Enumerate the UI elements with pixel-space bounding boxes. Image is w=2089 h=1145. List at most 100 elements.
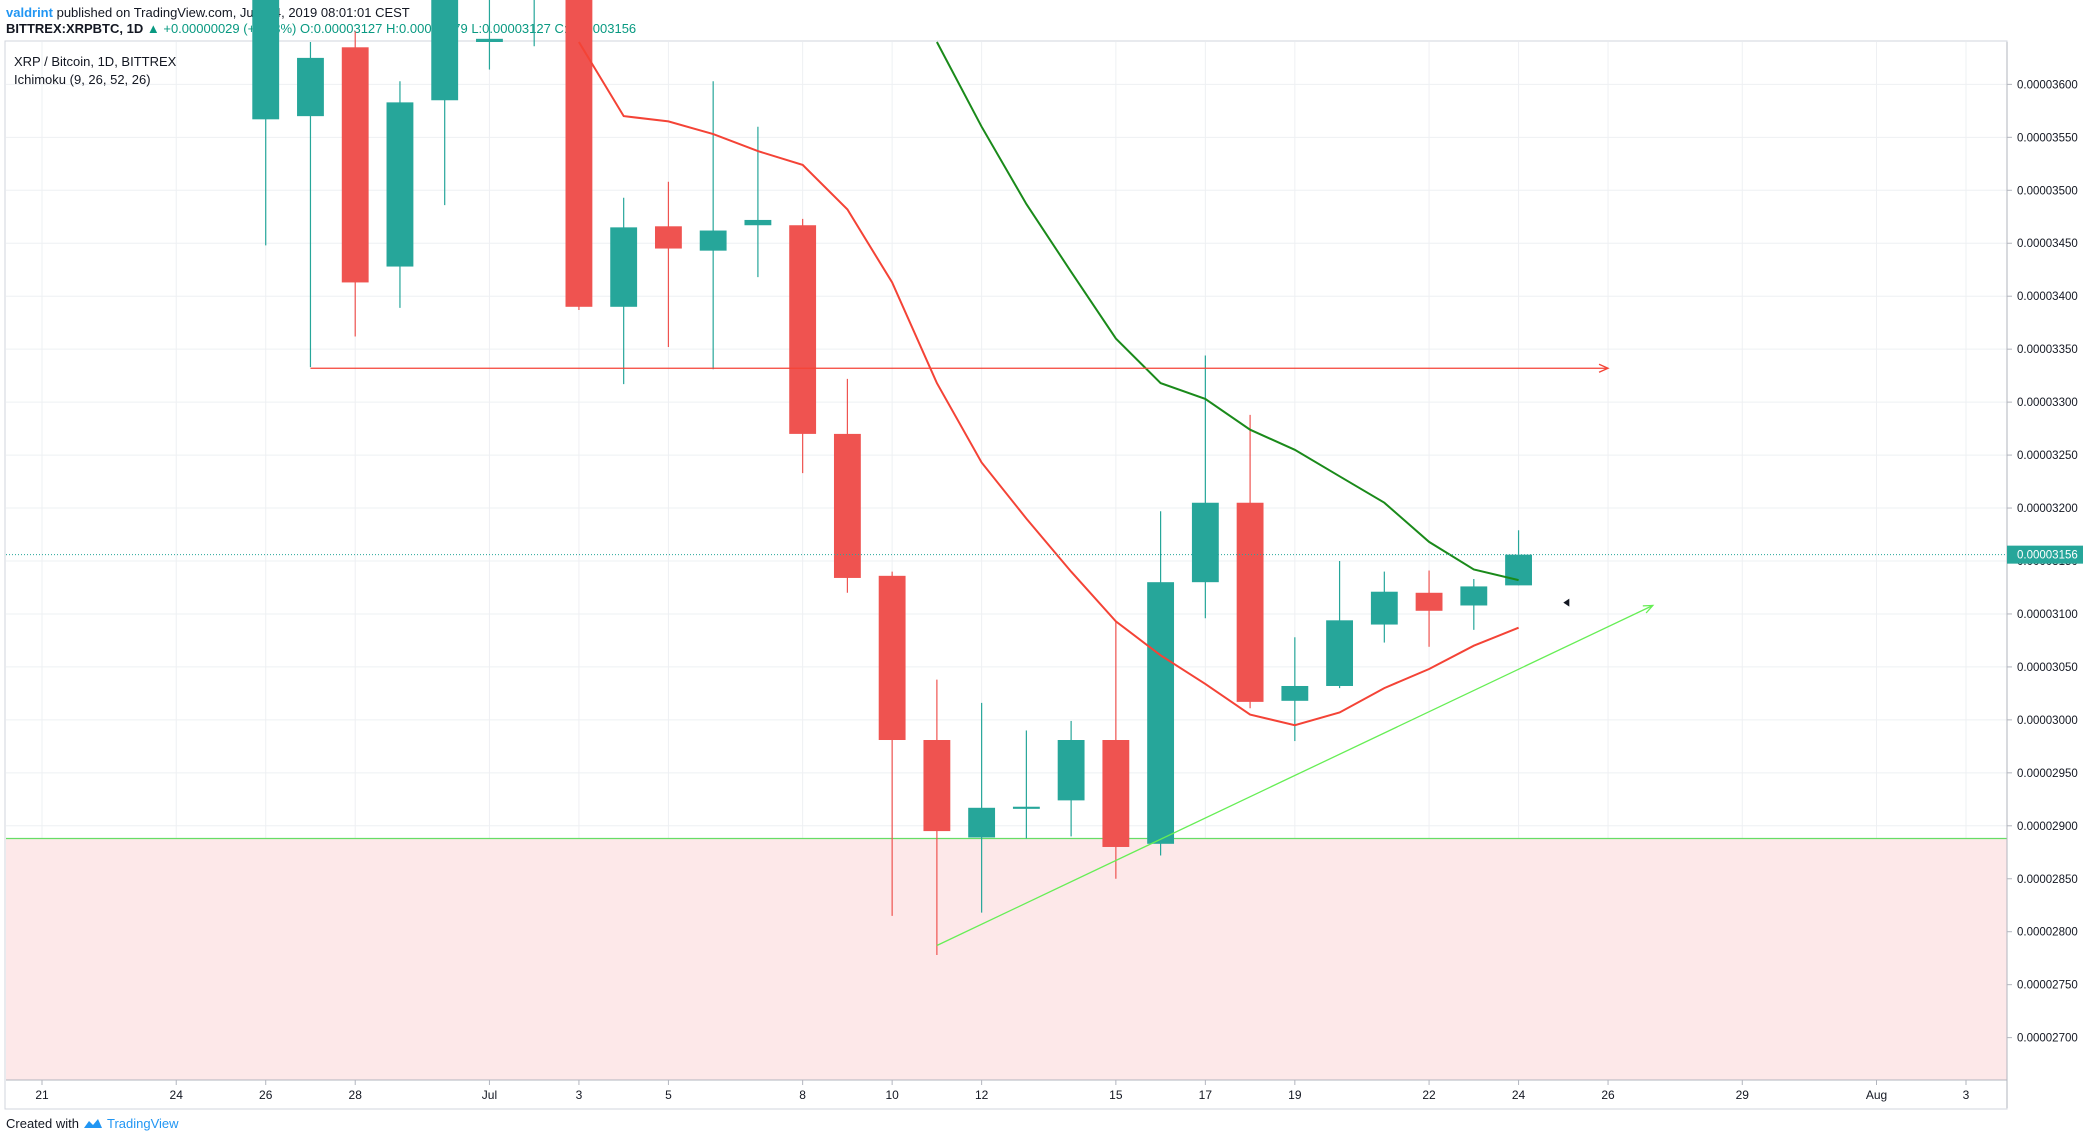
price-tick-label: 0.00003300 bbox=[2017, 397, 2078, 409]
candle-body bbox=[968, 807, 996, 838]
tradingview-brand[interactable]: TradingView bbox=[106, 1116, 179, 1131]
support-zone-layer bbox=[6, 837, 2007, 1080]
candle bbox=[1147, 511, 1175, 856]
date-tick-label: 5 bbox=[665, 1088, 672, 1102]
candle-body bbox=[386, 102, 414, 267]
candle bbox=[386, 81, 414, 308]
candle-body bbox=[1102, 740, 1130, 847]
date-tick-label: 26 bbox=[259, 1088, 273, 1102]
date-tick-label: 3 bbox=[576, 1088, 583, 1102]
candle-body bbox=[1460, 586, 1488, 606]
candle bbox=[297, 42, 324, 368]
candle bbox=[431, 0, 459, 206]
date-tick-label: 26 bbox=[1601, 1088, 1615, 1102]
symbol-label: BITTREX:XRPBTC, 1D bbox=[6, 21, 144, 36]
candle-body bbox=[654, 226, 682, 249]
candle bbox=[1505, 530, 1532, 586]
candles bbox=[252, 0, 1532, 956]
price-tick-label: 0.00002750 bbox=[2017, 980, 2078, 992]
candle bbox=[610, 197, 638, 385]
candle bbox=[1057, 720, 1085, 837]
candle-body bbox=[833, 433, 861, 578]
candle-body bbox=[1147, 582, 1175, 844]
price-tick-label: 0.00003350 bbox=[2017, 344, 2078, 356]
last-price-tag bbox=[2007, 545, 2083, 564]
candle-body bbox=[297, 57, 324, 117]
price-tick-label: 0.00003450 bbox=[2017, 238, 2078, 250]
candle-body bbox=[1191, 502, 1219, 583]
indicator-lines bbox=[578, 41, 1519, 727]
date-tick-label: 24 bbox=[170, 1088, 184, 1102]
candle-body bbox=[1370, 591, 1398, 625]
candle bbox=[1012, 730, 1040, 839]
candle-body bbox=[1057, 740, 1085, 801]
candle bbox=[968, 702, 996, 913]
trend-line bbox=[936, 604, 1654, 947]
candle-body bbox=[1012, 806, 1040, 809]
candle bbox=[923, 679, 951, 956]
candle bbox=[341, 31, 369, 337]
price-tick-label: 0.00003550 bbox=[2017, 132, 2078, 144]
tradingview-logo-icon bbox=[83, 1118, 102, 1128]
candle-body bbox=[1415, 592, 1443, 611]
pair-label: XRP / Bitcoin, 1D, BITTREX bbox=[14, 54, 177, 69]
candle bbox=[1415, 570, 1443, 647]
candle-body bbox=[252, 0, 280, 120]
price-tick-label: 0.00003600 bbox=[2017, 79, 2078, 91]
axes: 0.00003600 0.00003550 0.00003500 0.00003450… bbox=[6, 42, 2089, 1108]
candle-body bbox=[610, 227, 638, 307]
drawings bbox=[6, 363, 2007, 947]
price-tick-label: 0.00003500 bbox=[2017, 185, 2078, 197]
candle bbox=[1102, 621, 1130, 879]
price-tick-label: 0.00002800 bbox=[2017, 927, 2078, 939]
price-tick-label: 0.00002900 bbox=[2017, 821, 2078, 833]
date-tick-label: 17 bbox=[1199, 1088, 1213, 1102]
date-tick-label: Jul bbox=[482, 1088, 497, 1102]
low-value: L:0.00003127 bbox=[471, 21, 551, 36]
candle bbox=[744, 126, 772, 278]
date-tick-label: 21 bbox=[35, 1088, 49, 1102]
candle-body bbox=[1326, 620, 1354, 686]
date-tick-label: 15 bbox=[1109, 1088, 1123, 1102]
date-tick-label: 24 bbox=[1512, 1088, 1526, 1102]
candle-body bbox=[565, 0, 593, 307]
candle bbox=[1326, 561, 1354, 689]
candle bbox=[1281, 637, 1309, 742]
last-price-label: 0.00003156 bbox=[2017, 550, 2078, 562]
candle bbox=[654, 181, 682, 348]
indicator-label[interactable]: Ichimoku (9, 26, 52, 26) bbox=[14, 72, 151, 87]
date-tick-label: 8 bbox=[799, 1088, 806, 1102]
candle bbox=[1191, 355, 1219, 619]
date-tick-label: 3 bbox=[1963, 1088, 1970, 1102]
candle-body bbox=[1505, 554, 1532, 586]
candle-body bbox=[699, 230, 727, 251]
price-tick-label: 0.00003000 bbox=[2017, 715, 2078, 727]
candle-body bbox=[1281, 685, 1309, 701]
chart-legend: XRP / Bitcoin, 1D, BITTREX Ichimoku (9, … bbox=[14, 53, 176, 89]
publish-info: published on TradingView.com, July 24, 2… bbox=[56, 5, 410, 20]
candle-body bbox=[744, 219, 772, 226]
price-tick-label: 0.00003250 bbox=[2017, 450, 2078, 462]
base-line bbox=[936, 41, 1519, 582]
price-tick-label: 0.00003400 bbox=[2017, 291, 2078, 303]
author-name[interactable]: valdrint bbox=[6, 5, 53, 20]
trend-arrow-icon bbox=[1642, 604, 1655, 614]
candle bbox=[699, 81, 727, 370]
candle-body bbox=[923, 740, 951, 832]
price-tick-label: 0.00002850 bbox=[2017, 874, 2078, 886]
price-tick-label: 0.00003200 bbox=[2017, 503, 2078, 515]
price-tick-label: 0.00003100 bbox=[2017, 609, 2078, 621]
candle bbox=[789, 218, 817, 474]
date-tick-label: Aug bbox=[1866, 1088, 1887, 1102]
publish-header: valdrint published on TradingView.com, J… bbox=[6, 4, 410, 22]
candle-body bbox=[476, 38, 503, 42]
date-tick-label: 10 bbox=[885, 1088, 899, 1102]
date-tick-label: 12 bbox=[975, 1088, 989, 1102]
candle bbox=[1236, 414, 1264, 709]
price-tick-label: 0.00002700 bbox=[2017, 1033, 2078, 1045]
date-tick-label: 19 bbox=[1288, 1088, 1302, 1102]
candle bbox=[533, 0, 535, 47]
conversion-line bbox=[578, 41, 1519, 727]
candle-body bbox=[878, 575, 906, 741]
